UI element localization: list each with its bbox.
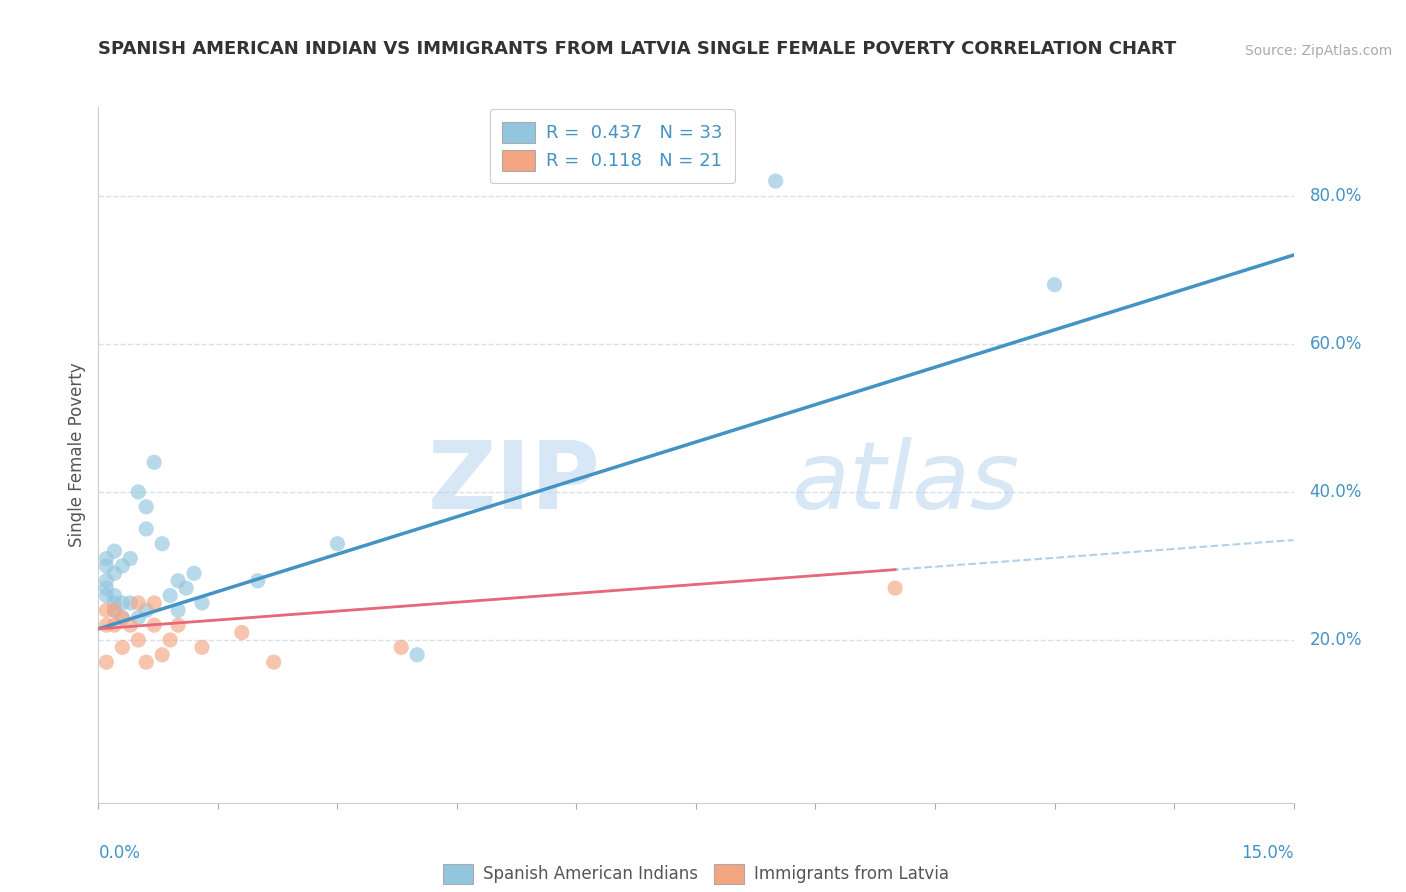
Point [96,589,118,603]
Point [103,603,125,617]
Point [150,537,173,551]
Text: 40.0%: 40.0% [1309,483,1362,501]
Point [127,611,149,625]
Point [127,484,149,499]
Text: 60.0%: 60.0% [1309,334,1362,353]
Point [127,596,149,610]
Point [120,551,142,566]
Point [96,558,118,573]
Point [143,618,166,632]
Point [111,611,134,625]
Legend: Spanish American Indians, Immigrants from Latvia: Spanish American Indians, Immigrants fro… [434,856,957,892]
Point [159,632,181,647]
Point [127,632,149,647]
Point [103,596,125,610]
Point [96,618,118,632]
Point [135,603,157,617]
Point [96,551,118,566]
Text: 15.0%: 15.0% [1241,844,1294,862]
Point [183,566,205,581]
Point [246,574,269,588]
Point [111,596,134,610]
Point [263,655,285,669]
Text: SPANISH AMERICAN INDIAN VS IMMIGRANTS FROM LATVIA SINGLE FEMALE POVERTY CORRELAT: SPANISH AMERICAN INDIAN VS IMMIGRANTS FR… [98,40,1177,58]
Text: 0.0%: 0.0% [98,844,141,862]
Point [159,589,181,603]
Point [167,603,190,617]
Point [231,625,253,640]
Text: Single Female Poverty: Single Female Poverty [67,363,86,547]
Point [135,522,157,536]
Point [389,640,412,655]
Point [111,640,134,655]
Point [167,618,190,632]
Point [103,618,125,632]
Point [143,455,166,469]
Point [103,544,125,558]
Point [1043,277,1066,292]
Point [326,537,349,551]
Point [103,603,125,617]
Point [103,589,125,603]
Point [96,655,118,669]
Point [406,648,429,662]
Text: 20.0%: 20.0% [1309,631,1362,649]
Point [111,611,134,625]
Text: atlas: atlas [792,437,1019,528]
Point [111,558,134,573]
Point [174,581,197,595]
Point [135,655,157,669]
Point [191,596,214,610]
Point [96,581,118,595]
Text: Source: ZipAtlas.com: Source: ZipAtlas.com [1244,44,1392,58]
Point [96,603,118,617]
Point [765,174,787,188]
Point [103,566,125,581]
Point [167,574,190,588]
Point [135,500,157,514]
Point [884,581,907,595]
Point [150,648,173,662]
Point [96,574,118,588]
Point [191,640,214,655]
Point [143,596,166,610]
Point [120,618,142,632]
Point [120,596,142,610]
Text: 80.0%: 80.0% [1309,186,1362,205]
Text: ZIP: ZIP [427,437,600,529]
